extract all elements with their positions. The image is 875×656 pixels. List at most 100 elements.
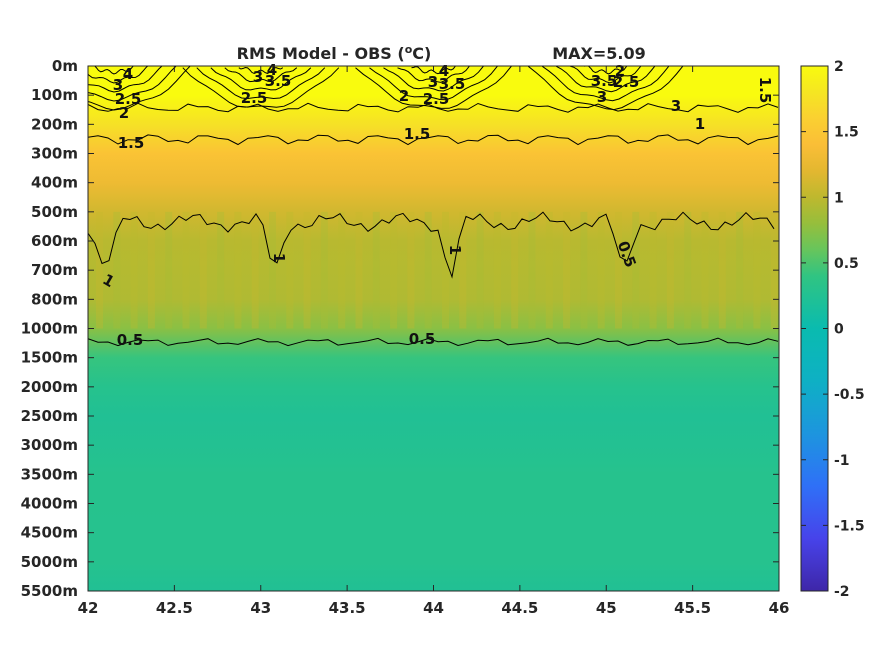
x-tick-label: 44: [423, 599, 444, 617]
y-tick-label: 2000m: [21, 378, 78, 396]
contour-label: 2.5: [241, 89, 268, 107]
field-streak: [269, 211, 276, 329]
y-tick-label: 500m: [31, 203, 78, 221]
y-tick-label: 1000m: [21, 320, 78, 338]
contour-label: 3: [428, 73, 438, 91]
colorbar-tick-label: 2: [834, 59, 844, 75]
field-streak: [199, 211, 207, 329]
contour-0-5: [88, 337, 779, 347]
field-streak: [320, 211, 328, 329]
contour-label: 1.5: [404, 125, 431, 143]
y-tick-label: 3000m: [21, 436, 78, 454]
contour-upper: [94, 66, 134, 75]
field-streak: [666, 211, 674, 329]
heatmap-field: [88, 66, 779, 591]
contour-label: 3: [253, 68, 263, 86]
x-tick-label: 46: [769, 599, 790, 617]
colorbar-tick-label: 1.5: [834, 125, 859, 141]
field-streak: [718, 211, 726, 329]
y-tick-label: 1500m: [21, 349, 78, 367]
max-value-label: MAX=5.09: [552, 44, 646, 63]
y-tick-label: 5500m: [21, 582, 78, 600]
field-texture: [96, 211, 778, 329]
contour-label: 1: [695, 115, 705, 133]
field-streak: [493, 211, 501, 329]
x-tick-label: 43: [250, 599, 271, 617]
contour-1-5: [88, 134, 779, 146]
field-streak: [424, 211, 432, 329]
colorbar-tick-label: -2: [834, 584, 850, 600]
contour-upper: [224, 67, 298, 83]
colorbar-tick-label: 1: [834, 190, 844, 206]
contour-1: [88, 211, 775, 279]
y-tick-label: 300m: [31, 145, 78, 163]
field-streak: [234, 211, 242, 329]
contour-label: 3.5: [591, 72, 618, 90]
colorbar-tick-label: -1.5: [834, 518, 865, 534]
field-streak: [684, 211, 692, 329]
colorbar-tick-label: 0.5: [834, 256, 859, 272]
field-streak: [563, 211, 571, 329]
contour-upper: [570, 66, 642, 84]
y-tick-label: 4000m: [21, 495, 78, 513]
contour-label: 1: [446, 245, 464, 255]
contour-label: 0.5: [117, 331, 144, 349]
contour-upper: [584, 66, 628, 75]
field-streak: [338, 211, 346, 329]
field-streak: [251, 211, 259, 329]
x-tick-label: 42.5: [156, 599, 193, 617]
contour-label: 3: [671, 97, 681, 115]
field-streak: [649, 211, 657, 329]
contour-label: 1.5: [118, 134, 145, 152]
contour-label: 3.5: [265, 72, 292, 90]
y-tick-label: 800m: [31, 290, 78, 308]
y-axis: 0m 100m 200m 300m 400m 500m 600m 700m 800m 1000m 1…: [21, 57, 779, 600]
contour-upper: [88, 66, 149, 84]
contour-label: 2.5: [423, 90, 450, 108]
contour-upper: [383, 66, 484, 92]
contour-label: 3.5: [439, 75, 466, 93]
field-streak: [736, 211, 744, 329]
field-streak: [372, 211, 380, 329]
field-streak: [165, 211, 173, 329]
colorbar-tick-label: -0.5: [834, 387, 865, 403]
y-tick-label: 2500m: [21, 407, 78, 425]
contour-upper: [556, 66, 656, 93]
colorbar-tick-label: 0: [834, 322, 844, 338]
field-streak: [113, 211, 121, 329]
field-streak: [459, 211, 467, 329]
colorbar-ticks: 2 1.5 1 0.5 0 -0.5 -1 -1.5 -2: [801, 59, 865, 600]
field-streak: [130, 211, 138, 329]
field-streak: [580, 211, 588, 329]
x-tick-label: 45.5: [674, 599, 711, 617]
contour-label: 4: [123, 65, 133, 83]
field-streak: [632, 211, 640, 329]
field-streak: [303, 211, 311, 329]
y-tick-label: 600m: [31, 232, 78, 250]
field-streak: [615, 211, 622, 329]
contour-upper: [88, 66, 163, 93]
contour-upper: [196, 67, 326, 100]
field-streak: [528, 211, 536, 329]
contour-upper: [369, 66, 498, 101]
contour-label: 1: [270, 253, 288, 263]
x-tick-label: 42: [78, 599, 99, 617]
contour-label: 2.5: [115, 90, 142, 108]
field-streak: [753, 211, 761, 329]
contour-upper: [210, 67, 312, 91]
contour-label: 1.5: [756, 77, 774, 104]
field-streak: [182, 211, 190, 329]
field-streak: [96, 211, 103, 329]
x-tick-label: 44.5: [501, 599, 538, 617]
contour-lines: [88, 66, 779, 347]
x-tick-label: 45: [596, 599, 617, 617]
y-tick-label: 4500m: [21, 524, 78, 542]
contour-upper: [527, 66, 684, 111]
colorbar: 2 1.5 1 0.5 0 -0.5 -1 -1.5 -2: [800, 59, 865, 600]
colorbar-tick-label: -1: [834, 453, 850, 469]
contour-label: 4: [439, 62, 449, 80]
x-axis: 42 42.5 43 4 3.5 44 44.5 45 45.5 46: [78, 66, 790, 617]
y-tick-label: 100m: [31, 86, 78, 104]
y-tick-label: 5000m: [21, 553, 78, 571]
